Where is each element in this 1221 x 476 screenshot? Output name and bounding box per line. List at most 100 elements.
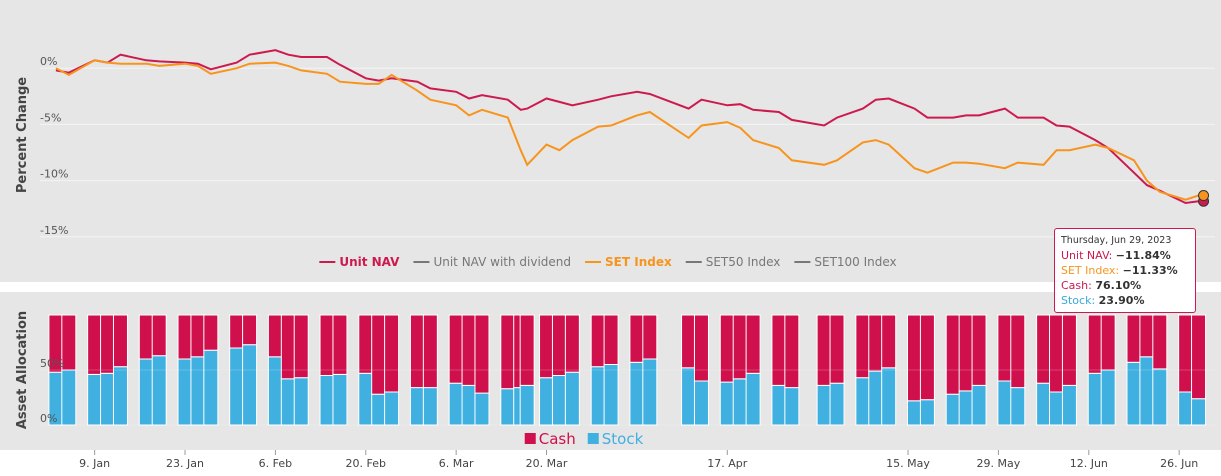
bar-segment [293,314,309,379]
bar-segment [384,391,400,426]
tooltip-label: Stock: [1061,294,1096,307]
bar-segment [151,314,167,357]
x-tick-label: 23. Jan [166,457,204,470]
bar-segment [784,314,800,389]
legend-label: Stock [602,430,644,448]
bar-segment [229,347,245,426]
bar-segment [138,358,154,426]
y-tick-label: 50% [40,357,64,370]
tooltip-value: 23.90% [1098,294,1145,307]
bar-segment [745,372,761,426]
bar-segment [907,314,922,402]
tooltip-row: Cash: 76.10% [1061,278,1189,293]
bar-segment [519,384,535,426]
bar-segment [332,373,348,426]
bar-segment [945,314,961,395]
bar-segment [242,314,258,346]
bar-segment [280,378,296,426]
bar-segment [358,372,374,426]
bar-segment [971,384,987,426]
bar-segment [280,314,296,380]
bar-segment [1178,391,1194,426]
x-tick-label: 6. Feb [259,457,292,470]
bar-segment [868,314,884,372]
legend-label: Unit NAV [339,255,400,269]
tooltip-label: Unit NAV: [1061,249,1113,262]
bar-segment [1139,314,1155,358]
tooltip-row: Unit NAV: −11.84% [1061,248,1189,263]
series-line [55,59,1199,201]
bar-segment [461,384,477,426]
bar-segment [190,314,206,358]
bar-segment [907,400,922,426]
legend: Unit NAV Unit NAV with dividend SET Index S… [319,255,897,269]
bar-segment [681,314,697,369]
bar-segment [816,314,832,386]
x-tick-label: 20. Feb [346,457,386,470]
bar-segment [448,382,464,426]
x-tick-label: 9. Jan [79,457,110,470]
bar-segment [1100,314,1116,371]
tooltip-title: Thursday, Jun 29, 2023 [1061,235,1172,246]
bar-segment [461,314,477,386]
tooltip: Thursday, Jun 29, 2023 Unit NAV: −11.84% S… [1054,228,1196,313]
y-tick-label: 0% [40,412,57,425]
bar-segment [332,314,348,375]
bar-segment [448,314,464,384]
bar-segment [203,349,219,426]
bar-segment [1061,314,1077,386]
bar-segment [87,373,103,426]
bar-segment [1100,369,1116,426]
bar-segment [855,377,871,426]
bar-segment [745,314,761,374]
bar-segment [590,366,606,426]
bar-segment [971,314,987,386]
bar-segment [603,314,619,365]
x-tick-label: 26. Jun [1160,457,1198,470]
bar-segment [190,356,206,426]
bar-segment [1139,356,1155,426]
y-tick-label: 0% [40,55,57,68]
bar-segment [500,314,516,390]
legend-label: Cash [539,430,576,448]
bar-segment [384,314,400,393]
x-tick-label: 15. May [886,457,930,470]
bar-segment [539,377,555,426]
tooltip-row: SET Index: −11.33% [1061,263,1189,278]
tooltip-label: SET Index: [1061,264,1120,277]
bar-segment [371,393,387,426]
bar-segment [945,393,961,426]
tooltip-value: −11.84% [1115,249,1171,262]
bar-segment [177,358,193,426]
bar-segment [881,367,897,426]
tooltip-value: −11.33% [1122,264,1178,277]
bar-segment [203,314,219,351]
y-tick-label: -15% [40,224,68,237]
bar-segment [958,314,974,392]
bar-segment [267,356,283,426]
bar-segment [229,314,245,349]
bar-segment [100,372,116,426]
bar-segment [829,314,845,384]
tooltip-row: Stock: 23.90% [1061,293,1189,308]
bar-segment [87,314,103,375]
bar-segment [293,377,309,426]
y-axis-title: Percent Change [15,77,30,193]
bar-segment [1191,398,1207,426]
bar-segment [500,388,516,426]
bar-segment [919,399,935,426]
bar-segment [1087,314,1103,374]
bar-segment [564,371,580,426]
bar-segment [719,314,735,383]
bar-segment [474,392,490,426]
bar-segment [1152,314,1168,370]
bar-segment [1010,387,1026,426]
x-tick-label: 29. May [977,457,1021,470]
bar-segment [319,375,335,426]
bar-segment [61,314,77,371]
bar-segment [590,314,606,368]
legend-label: SET50 Index [706,255,781,269]
bar-segment [784,387,800,426]
